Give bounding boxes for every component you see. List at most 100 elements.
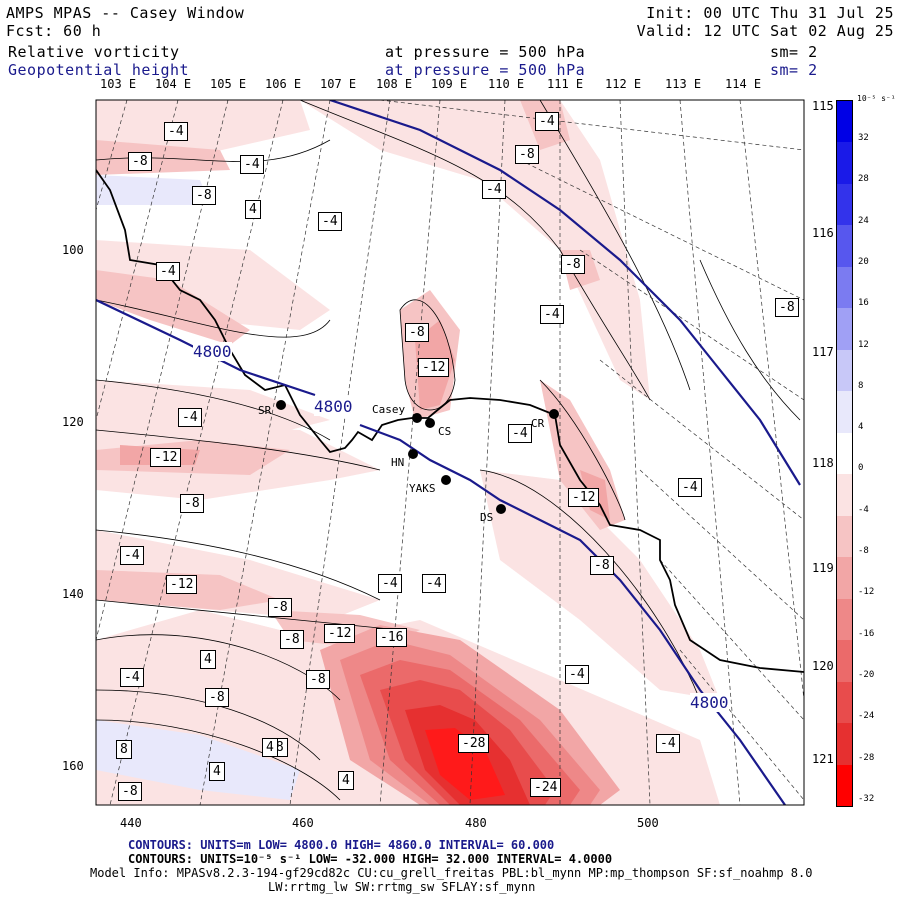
colorbar-level: 32 xyxy=(858,133,869,143)
vorticity-label: 8 xyxy=(116,740,132,759)
vorticity-contours xyxy=(96,100,801,801)
lon-label-top: 111 E xyxy=(547,77,584,91)
vorticity-label: -4 xyxy=(318,212,342,231)
station-label-cs: CS xyxy=(438,425,452,438)
colorbar-swatch xyxy=(837,183,852,226)
field2-name: Geopotential height xyxy=(8,61,190,79)
colorbar-swatch xyxy=(837,225,852,267)
colorbar-swatch xyxy=(837,723,852,765)
vorticity-label: -4 xyxy=(535,112,559,131)
vorticity-label: -4 xyxy=(120,546,144,565)
lon-label-top: 104 E xyxy=(155,77,192,91)
vorticity-label: -4 xyxy=(565,665,589,684)
colorbar-level: -4 xyxy=(858,504,869,515)
vorticity-label: -4 xyxy=(508,424,532,443)
vorticity-label: -8 xyxy=(590,556,614,575)
station-dot-sr xyxy=(276,400,286,410)
y-tick: 140 xyxy=(62,587,84,601)
vorticity-label: -16 xyxy=(376,628,408,647)
station-dot-casey xyxy=(412,413,422,423)
colorbar-swatch xyxy=(837,640,852,682)
vorticity-label: 4 xyxy=(209,762,225,781)
colorbar-swatch xyxy=(837,598,852,641)
init-time: Init: 00 UTC Thu 31 Jul 25 xyxy=(646,4,894,22)
colorbar-swatch xyxy=(837,349,852,392)
colorbar-level: -16 xyxy=(858,628,875,639)
lon-label-top: 113 E xyxy=(665,77,702,91)
field1-name: Relative vorticity xyxy=(8,43,180,61)
station-dot-hn xyxy=(408,449,418,459)
station-label-ds: DS xyxy=(480,511,494,524)
vorticity-label: -4 xyxy=(164,122,188,141)
colorbar-swatch xyxy=(837,557,852,599)
vorticity-label: -4 xyxy=(482,180,506,199)
vorticity-label: -12 xyxy=(150,448,182,467)
vorticity-label: -4 xyxy=(240,155,264,174)
lon-label-top: 109 E xyxy=(431,77,468,91)
colorbar-level: 28 xyxy=(858,174,869,185)
height-label: 4800 xyxy=(314,397,353,416)
vorticity-label: -12 xyxy=(418,358,450,377)
colorbar-level: -24 xyxy=(858,711,875,722)
vorticity-label: 4 xyxy=(200,650,216,669)
colorbar-level: -8 xyxy=(858,546,869,556)
lon-label-top: 105 E xyxy=(210,77,247,91)
colorbar-swatch xyxy=(837,266,852,309)
vorticity-label: -4 xyxy=(156,262,180,281)
footer-model-info: Model Info: MPASv8.2.3-194-gf29cd82c CU:… xyxy=(90,866,813,880)
lon-label-top: 110 E xyxy=(488,77,525,91)
colorbar-level: 20 xyxy=(858,256,869,267)
footer-vorticity-contours: CONTOURS: UNITS=10⁻⁵ s⁻¹ LOW= -32.000 HI… xyxy=(128,852,613,866)
footer-height-contours: CONTOURS: UNITS=m LOW= 4800.0 HIGH= 4860… xyxy=(128,838,555,852)
field2-smooth: sm= 2 xyxy=(770,61,818,79)
vorticity-label: -4 xyxy=(678,478,702,497)
station-label-sr: SR xyxy=(258,404,272,417)
vorticity-label: -12 xyxy=(166,575,198,594)
vorticity-label: -8 xyxy=(205,688,229,707)
colorbar-level: 8 xyxy=(858,380,864,391)
vorticity-label: -4 xyxy=(422,574,446,593)
colorbar-level: 16 xyxy=(858,298,869,309)
colorbar-swatch xyxy=(837,432,852,475)
colorbar xyxy=(836,100,853,807)
height-label: 4800 xyxy=(690,693,729,712)
colorbar-level: 12 xyxy=(858,339,869,350)
colorbar-level: 0 xyxy=(858,463,864,474)
station-label-hn: HN xyxy=(391,456,405,469)
colorbar-swatch xyxy=(837,764,852,806)
station-label-yaks: YAKS xyxy=(409,482,436,495)
vorticity-label: -28 xyxy=(458,734,490,753)
x-tick: 440 xyxy=(120,816,142,830)
colorbar-swatch xyxy=(837,681,852,724)
vorticity-label: -8 xyxy=(128,152,152,171)
vorticity-label: -4 xyxy=(656,734,680,753)
colorbar-level: -32 xyxy=(858,793,875,804)
vorticity-label: -8 xyxy=(775,298,799,317)
vorticity-label: -8 xyxy=(192,186,216,205)
vorticity-label: -8 xyxy=(118,782,142,801)
vorticity-label: 4 xyxy=(262,738,278,757)
x-tick: 480 xyxy=(465,816,487,830)
colorbar-level: -20 xyxy=(858,669,875,680)
vorticity-label: -8 xyxy=(306,670,330,689)
lon-label-top: 114 E xyxy=(725,77,762,91)
coastline xyxy=(96,169,804,673)
lon-label-top: 108 E xyxy=(376,77,413,91)
lon-label-top: 106 E xyxy=(265,77,302,91)
vorticity-label: -12 xyxy=(568,488,600,507)
colorbar-swatch xyxy=(837,474,852,516)
colorbar-level: 24 xyxy=(858,215,869,226)
vorticity-label: -8 xyxy=(405,323,429,342)
lon-label-top: 112 E xyxy=(605,77,642,91)
station-label-casey: Casey xyxy=(372,403,406,416)
colorbar-swatch xyxy=(837,308,852,350)
lon-label-top: 103 E xyxy=(100,77,137,91)
vorticity-label: -4 xyxy=(120,668,144,687)
colorbar-unit: 10⁻⁵ s⁻¹ xyxy=(857,94,896,103)
colorbar-swatch xyxy=(837,142,852,184)
forecast-hour: Fcst: 60 h xyxy=(6,22,102,40)
vorticity-label: -8 xyxy=(268,598,292,617)
station-dot-ds xyxy=(496,504,506,514)
field2-level: at pressure = 500 hPa xyxy=(385,61,586,79)
